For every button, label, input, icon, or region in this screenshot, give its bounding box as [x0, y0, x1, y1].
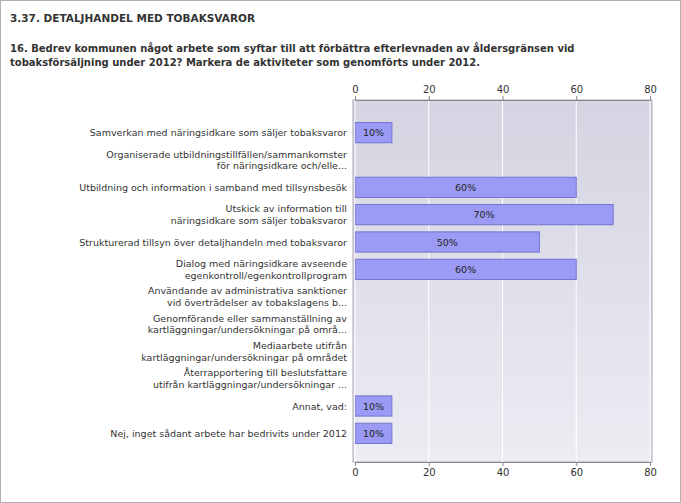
bar [355, 123, 392, 143]
bars [355, 123, 613, 444]
data-label: 10% [363, 401, 384, 412]
frame [1, 1, 681, 503]
category-label: Dialog med näringsidkare avseendeegenkon… [176, 258, 347, 281]
tick-mark [503, 462, 504, 466]
bar [355, 341, 356, 361]
grid-line [576, 100, 577, 462]
tick-label: 20 [423, 84, 436, 95]
tick-label: 0 [352, 84, 358, 95]
category-label: Mediaarbete utifrånkartläggningar/unders… [141, 340, 347, 363]
data-label: 60% [455, 264, 476, 275]
category-label: Annat, vad: [292, 401, 347, 412]
category-label: Organiserade utbildningstillfällen/samma… [106, 149, 347, 172]
title: 3.37. DETALJHANDEL MED TOBAKSVAROR [10, 12, 255, 24]
grid-line [502, 100, 503, 462]
bar [355, 287, 356, 307]
tick-label: 60 [570, 467, 583, 478]
category-label: Utskick av information tillnäringsidkare… [171, 203, 347, 226]
tick-label: 80 [644, 84, 657, 95]
bar [355, 369, 356, 389]
subtitle: 16. Bedrev kommunen något arbete som syf… [10, 42, 575, 68]
category-label: Återrapportering till beslutsfattareutif… [153, 367, 347, 390]
tick: 20 [423, 462, 436, 478]
axis-line [356, 96, 651, 101]
category-label: Strukturerad tillsyn över detaljhandeln … [79, 237, 347, 248]
bar [355, 396, 392, 416]
bar [355, 177, 576, 197]
tick: 0 [352, 84, 358, 100]
bar [355, 259, 576, 279]
data-label: 70% [474, 209, 495, 220]
bar [355, 423, 392, 443]
data-label: 60% [455, 182, 476, 193]
axis-line [356, 463, 651, 467]
tick-mark [429, 96, 430, 100]
x-axis-bottom: 0 20 40 60 80 [352, 462, 657, 478]
category-label: Utbildning och information i samband med… [79, 182, 347, 193]
bar [355, 150, 356, 170]
chart: 3.37. DETALJHANDEL MED TOBAKSVAROR 16. Be… [0, 0, 681, 503]
tick: 80 [644, 84, 657, 100]
tick: 0 [352, 462, 358, 478]
tick-label: 40 [497, 84, 510, 95]
data-label: 10% [363, 127, 384, 138]
data-label: 10% [363, 428, 384, 439]
tick-mark [355, 96, 356, 100]
grid-line [650, 100, 651, 462]
grid [355, 100, 650, 462]
tick: 20 [423, 84, 436, 100]
tick-mark [429, 462, 430, 466]
tick: 60 [570, 84, 583, 100]
tick-mark [576, 462, 577, 466]
tick-mark [576, 96, 577, 100]
bar [355, 205, 613, 225]
tick: 60 [570, 462, 583, 478]
tick-mark [503, 96, 504, 100]
category-labels: Samverkan med näringsidkare som säljer t… [79, 127, 347, 439]
tick-mark [650, 96, 651, 100]
tick-mark [650, 462, 651, 466]
category-label: Samverkan med näringsidkare som säljer t… [90, 127, 347, 138]
tick-label: 40 [497, 467, 510, 478]
data-labels: 10% 60% 70% 50% 60% 10% 10% [363, 127, 495, 439]
tick-label: 20 [423, 467, 436, 478]
data-label: 50% [437, 237, 458, 248]
category-label: Genomförande eller sammanställning avkar… [148, 313, 348, 336]
grid-line [428, 100, 429, 462]
tick: 80 [644, 462, 657, 478]
tick: 40 [497, 84, 510, 100]
category-label: Nej, inget sådant arbete har bedrivits u… [110, 428, 347, 439]
plot-area [353, 100, 652, 462]
tick-mark [355, 462, 356, 466]
tick-label: 80 [644, 467, 657, 478]
bar [355, 232, 539, 252]
tick: 40 [497, 462, 510, 478]
bar [355, 314, 356, 334]
category-label: Användande av administrativa sanktionerv… [148, 285, 347, 308]
tick-label: 0 [352, 467, 358, 478]
tick-label: 60 [570, 84, 583, 95]
x-axis-top: 0 20 40 60 80 [352, 84, 657, 101]
